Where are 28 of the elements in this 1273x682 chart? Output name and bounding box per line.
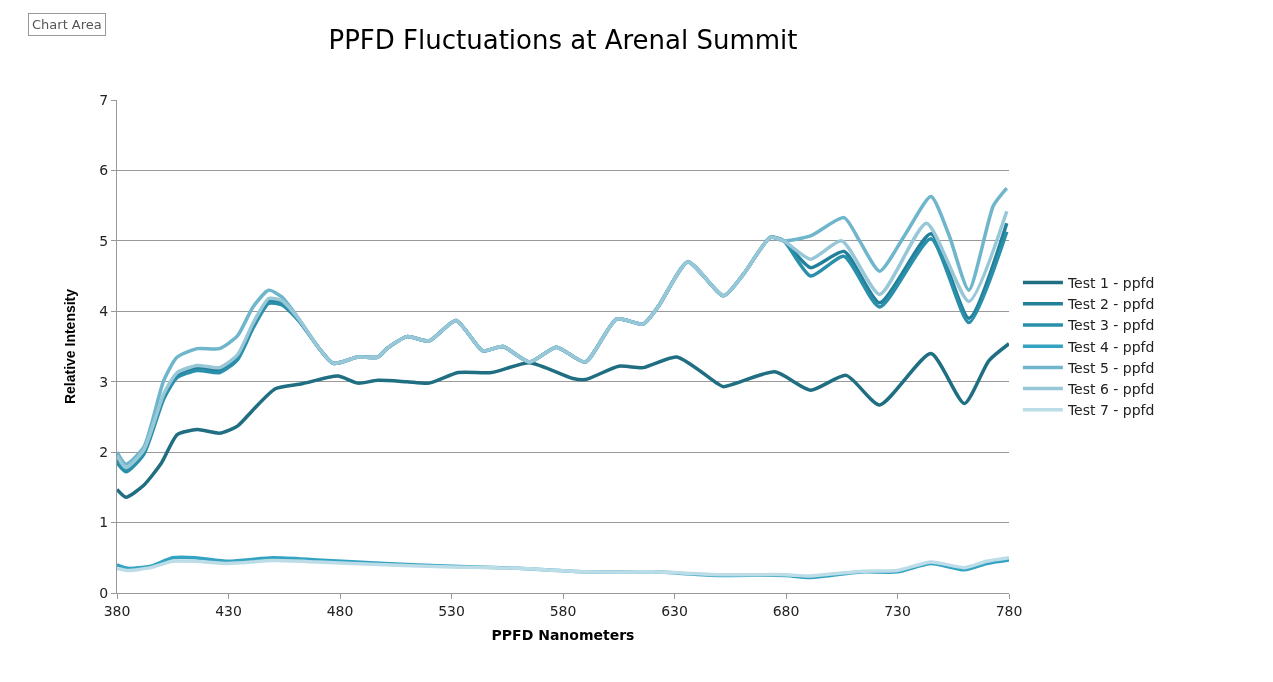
legend-label: Test 1 - ppfd [1066,275,1155,292]
legend-label: Test 4 - ppfd [1066,338,1155,355]
x-tick-label: 730 [884,602,911,619]
x-tick-label: 680 [772,602,800,619]
y-axis-title: Relative Intensity [61,288,78,405]
x-axis-title: PPFD Nanometers [491,627,635,644]
chart-title: PPFD Fluctuations at Arenal Summit [328,24,798,55]
y-tick-label: 1 [99,514,109,531]
x-tick-label: 780 [995,602,1023,619]
legend-label: Test 3 - ppfd [1066,317,1155,334]
y-tick-label: 2 [99,444,109,461]
legend-label: Test 7 - ppfd [1066,402,1155,419]
legend-label: Test 5 - ppfd [1066,359,1155,376]
y-tick-label: 4 [99,303,109,320]
y-tick-label: 7 [99,91,109,108]
x-tick-label: 630 [661,602,688,619]
x-tick-label: 380 [103,602,131,619]
y-tick-label: 3 [99,373,109,390]
y-tick-label: 6 [99,162,109,179]
x-tick-label: 530 [438,602,465,619]
legend-label: Test 6 - ppfd [1066,381,1155,398]
x-tick-label: 480 [326,602,354,619]
x-tick-label: 430 [215,602,242,619]
text: Chart Area [32,17,102,32]
y-tick-label: 0 [99,584,109,601]
y-tick-label: 5 [99,232,109,249]
x-tick-label: 580 [549,602,577,619]
legend-label: Test 2 - ppfd [1066,296,1155,313]
